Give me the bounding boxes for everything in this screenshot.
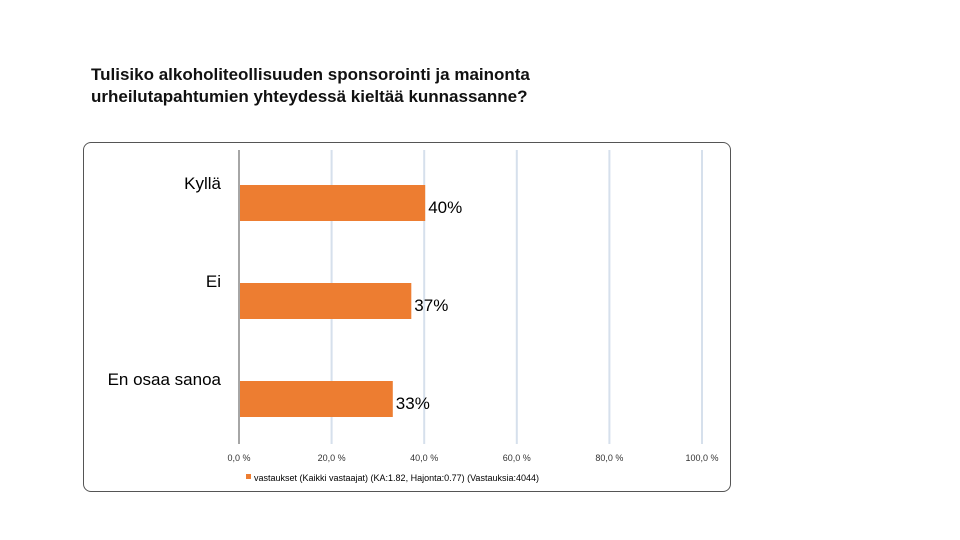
x-tick-label: 20,0 %	[318, 453, 346, 463]
x-tick-label: 80,0 %	[595, 453, 623, 463]
x-tick-label: 40,0 %	[410, 453, 438, 463]
legend-swatch	[246, 474, 251, 479]
x-tick-label: 0,0 %	[227, 453, 250, 463]
bars	[240, 185, 426, 417]
x-tick-label: 60,0 %	[503, 453, 531, 463]
data-label: 40%	[428, 198, 462, 217]
category-labels: Kyllä Ei En osaa sanoa	[108, 174, 222, 389]
bar	[240, 283, 412, 319]
data-labels: 40% 37% 33%	[396, 198, 462, 413]
bar	[240, 381, 393, 417]
category-label: Kyllä	[184, 174, 221, 193]
chart-frame	[83, 142, 731, 492]
category-label: En osaa sanoa	[108, 370, 222, 389]
legend-label: vastaukset (Kaikki vastaajat) (KA:1.82, …	[254, 473, 539, 483]
category-label: Ei	[206, 272, 221, 291]
title-line-2: urheilutapahtumien yhteydessä kieltää ku…	[91, 87, 528, 106]
data-label: 33%	[396, 394, 430, 413]
data-label: 37%	[414, 296, 448, 315]
slide-title: Tulisiko alkoholiteollisuuden sponsoroin…	[91, 64, 731, 108]
legend: vastaukset (Kaikki vastaajat) (KA:1.82, …	[246, 473, 539, 483]
x-tick-label: 100,0 %	[685, 453, 718, 463]
x-tick-labels: 0,0 % 20,0 % 40,0 % 60,0 % 80,0 % 100,0 %	[227, 453, 718, 463]
bar	[240, 185, 426, 221]
title-line-1: Tulisiko alkoholiteollisuuden sponsoroin…	[91, 65, 530, 84]
